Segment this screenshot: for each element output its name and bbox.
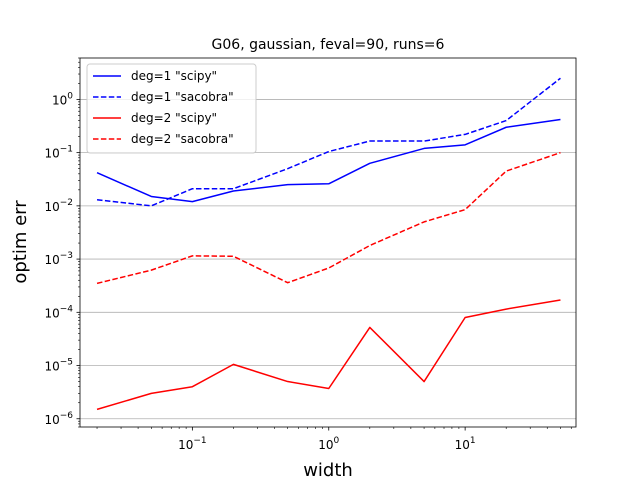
legend-box	[86, 63, 257, 154]
legend-label: deg=1 "scipy"	[131, 69, 217, 83]
legend-entry: deg=2 "sacobra"	[93, 132, 234, 146]
x-axis-label: width	[303, 460, 353, 480]
y-axis-label: optim err	[10, 200, 31, 284]
legend-entry: deg=1 "sacobra"	[93, 90, 234, 104]
legend-entry: deg=2 "scipy"	[93, 111, 217, 125]
plot-frame	[79, 57, 577, 428]
legend: deg=1 "scipy" deg=1 "sacobra" deg=2 "sci…	[86, 63, 257, 154]
series-line	[96, 151, 561, 285]
series-line	[96, 299, 561, 411]
series-line	[96, 77, 561, 207]
legend-label: deg=1 "sacobra"	[131, 90, 234, 104]
chart-title: G06, gaussian, feval=90, runs=6	[212, 37, 445, 53]
series-line	[96, 118, 561, 203]
series-lines	[96, 77, 561, 411]
legend-label: deg=2 "scipy"	[131, 111, 217, 125]
legend-entry: deg=1 "scipy"	[93, 69, 217, 83]
legend-label: deg=2 "sacobra"	[131, 132, 234, 146]
axes	[79, 57, 577, 428]
grid-lines	[80, 99, 576, 420]
